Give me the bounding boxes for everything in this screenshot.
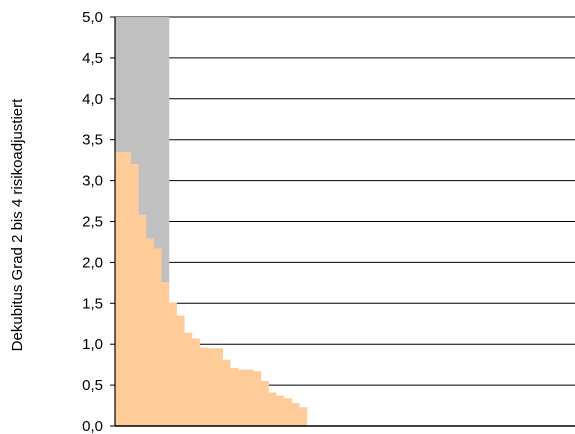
bar [130,164,139,427]
bar [230,367,239,426]
upper-range-bar [115,17,124,152]
bar [122,151,131,426]
bar [291,403,300,426]
bar [184,332,193,426]
upper-range-bar [138,17,147,215]
bar [268,392,277,426]
y-tick-label: 1,0 [82,336,103,353]
y-tick-label: 4,5 [82,50,103,67]
bar [138,214,147,426]
bar [245,369,254,426]
bar [276,395,285,426]
bar [115,151,124,426]
bar [168,302,177,426]
y-tick-label: 2,0 [82,254,103,271]
bar [253,371,262,426]
plot-area: 0,0 0,5 1,0 1,5 2,0 2,5 3,0 3,5 4,0 4,5 5,0 [82,9,575,434]
bar [222,359,231,426]
bar [260,381,269,426]
y-tick-label: 1,5 [82,295,103,312]
bar [199,347,208,426]
bar [299,407,308,426]
y-axis-label: Dekubitus Grad 2 bis 4 risikoadjustiert [9,98,26,351]
upper-range-bar [153,17,162,249]
bar [283,398,292,426]
bar [153,248,162,426]
upper-range-bar [122,17,131,152]
y-tick-label: 3,0 [82,173,103,190]
upper-range-bar [145,17,154,239]
y-tick-label: 2,5 [82,214,103,231]
y-tick-label: 0,5 [82,377,103,394]
bar [237,369,246,426]
bar [161,282,170,426]
bar [207,348,216,426]
y-tick-label: 3,5 [82,132,103,149]
bar [191,338,200,426]
upper-range-bar [130,17,139,165]
y-tick-label: 4,0 [82,91,103,108]
y-tick-label: 0,0 [82,418,103,434]
upper-range-bar [161,17,170,283]
y-axis-label-text: Dekubitus Grad 2 bis 4 risikoadjustiert [9,98,26,351]
bar [214,348,223,426]
y-tick-label: 5,0 [82,9,103,26]
bar [176,315,185,426]
bar [145,238,154,426]
